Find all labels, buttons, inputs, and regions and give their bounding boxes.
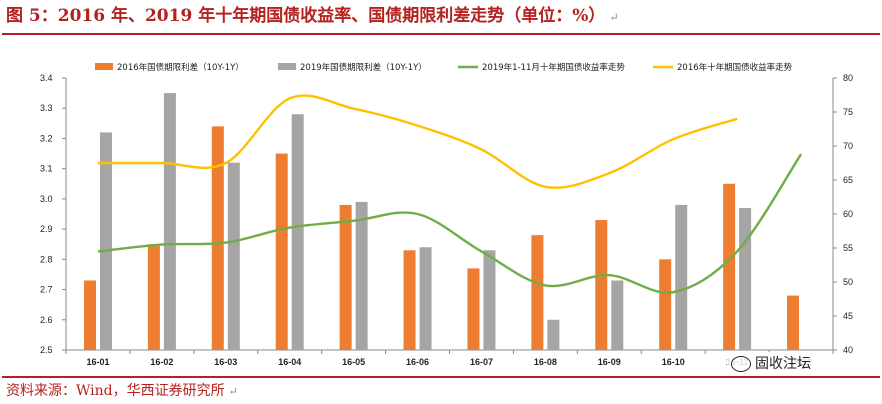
left-tick-label: 2.5 — [40, 345, 53, 355]
legend-swatch — [95, 63, 113, 70]
source-text: 资料来源：Wind，华西证券研究所 — [6, 383, 225, 399]
right-tick-label: 60 — [843, 209, 853, 219]
top-rule — [2, 33, 880, 35]
bar-2019 — [99, 132, 112, 350]
watermark-text: 固收注坛 — [755, 356, 811, 372]
bar-2016 — [211, 126, 224, 350]
bar-2016 — [467, 268, 480, 350]
left-tick-label: 3.4 — [40, 73, 53, 83]
x-tick-label: 16-04 — [278, 357, 301, 367]
x-tick-label: 16-02 — [150, 357, 173, 367]
bar-2016 — [339, 204, 352, 350]
left-tick-label: 3.2 — [40, 133, 53, 143]
legend-label: 2016年国债期限利差（10Y-1Y） — [117, 62, 244, 73]
right-tick-label: 80 — [843, 73, 853, 83]
bar-2016 — [723, 183, 736, 350]
legend-label: 2016年十年期国债收益率走势 — [677, 62, 793, 73]
right-tick-label: 70 — [843, 141, 853, 151]
x-tick-label: 16-01 — [86, 357, 109, 367]
right-tick-label: 40 — [843, 345, 853, 355]
return-mark-icon: ↵ — [609, 11, 619, 24]
left-tick-label: 2.9 — [40, 224, 53, 234]
bar-2016 — [659, 259, 672, 350]
bar-2019 — [163, 93, 176, 350]
right-tick-label: 55 — [843, 243, 853, 253]
left-tick-label: 2.8 — [40, 254, 53, 264]
left-tick-label: 3.3 — [40, 103, 53, 113]
right-tick-label: 50 — [843, 277, 853, 287]
legend-label: 2019年国债期限利差（10Y-1Y） — [300, 62, 427, 73]
x-tick-label: 16-09 — [598, 357, 621, 367]
x-tick-label: 16-03 — [214, 357, 237, 367]
chart-title: 图 5：2016 年、2019 年十年期国债收益率、国债期限利差走势（单位：%）… — [6, 4, 876, 28]
legend-swatch — [278, 63, 296, 70]
bar-2016 — [787, 295, 800, 350]
bar-2019 — [291, 114, 304, 351]
watermark: 固收注坛 — [727, 352, 815, 376]
right-tick-label: 65 — [843, 175, 853, 185]
line-2016 — [97, 94, 738, 189]
chart-title-text: 图 5：2016 年、2019 年十年期国债收益率、国债期限利差走势（单位：%） — [6, 6, 606, 26]
bar-2019 — [547, 319, 560, 350]
left-tick-label: 2.7 — [40, 285, 53, 295]
left-tick-label: 3.0 — [40, 194, 53, 204]
x-tick-label: 16-07 — [470, 357, 493, 367]
left-tick-label: 3.1 — [40, 164, 53, 174]
bar-2016 — [147, 244, 160, 350]
bar-2019 — [483, 250, 496, 350]
wechat-icon — [731, 356, 751, 372]
bar-2016 — [531, 235, 544, 350]
bar-2016 — [275, 153, 288, 350]
bar-2016 — [83, 280, 96, 350]
bottom-rule — [2, 376, 880, 378]
x-tick-label: 16-06 — [406, 357, 429, 367]
bar-2016 — [595, 220, 608, 350]
bar-2019 — [419, 247, 432, 350]
left-tick-label: 2.6 — [40, 315, 53, 325]
bar-2016 — [403, 250, 416, 350]
right-tick-label: 75 — [843, 107, 853, 117]
legend-label: 2019年1-11月十年期国债收益率走势 — [482, 62, 625, 73]
source-note: 资料来源：Wind，华西证券研究所 ↵ — [6, 380, 238, 402]
bar-2019 — [355, 201, 368, 350]
x-tick-label: 16-05 — [342, 357, 365, 367]
right-tick-label: 45 — [843, 311, 853, 321]
bar-2019 — [611, 280, 624, 350]
return-mark-icon: ↵ — [228, 385, 238, 398]
bar-2019 — [227, 162, 240, 350]
bar-2019 — [675, 204, 688, 350]
x-tick-label: 16-08 — [534, 357, 557, 367]
line-2019 — [97, 153, 803, 294]
bar-2019 — [739, 207, 752, 350]
x-tick-label: 16-10 — [662, 357, 685, 367]
